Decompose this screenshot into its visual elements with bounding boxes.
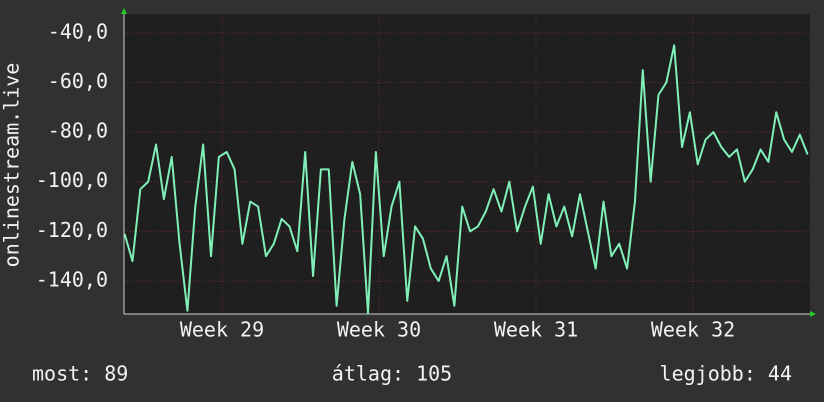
y-axis-arrow (121, 8, 127, 14)
footer-current: most: 89 (32, 362, 128, 386)
y-axis-label: onlinestream.live (0, 63, 24, 268)
y-tick-label: -120,0 (36, 218, 108, 242)
y-tick-label: -100,0 (36, 168, 108, 192)
x-tick-label: Week 32 (651, 318, 735, 342)
x-tick-label: Week 29 (180, 318, 264, 342)
marks (123, 44, 809, 315)
plot-area (124, 14, 810, 314)
x-axis-arrow (810, 311, 816, 317)
y-tick-label: -40,0 (48, 19, 108, 43)
x-tick-label: Week 30 (337, 318, 421, 342)
footer-best: legjobb: 44 (660, 362, 792, 386)
y-tick-label: -80,0 (48, 119, 108, 143)
y-tick-label: -60,0 (48, 69, 108, 93)
grid (124, 14, 810, 314)
y-tick-label: -140,0 (36, 267, 108, 291)
series-line (123, 44, 809, 315)
x-tick-label: Week 31 (494, 318, 578, 342)
footer-average: átlag: 105 (332, 362, 452, 386)
